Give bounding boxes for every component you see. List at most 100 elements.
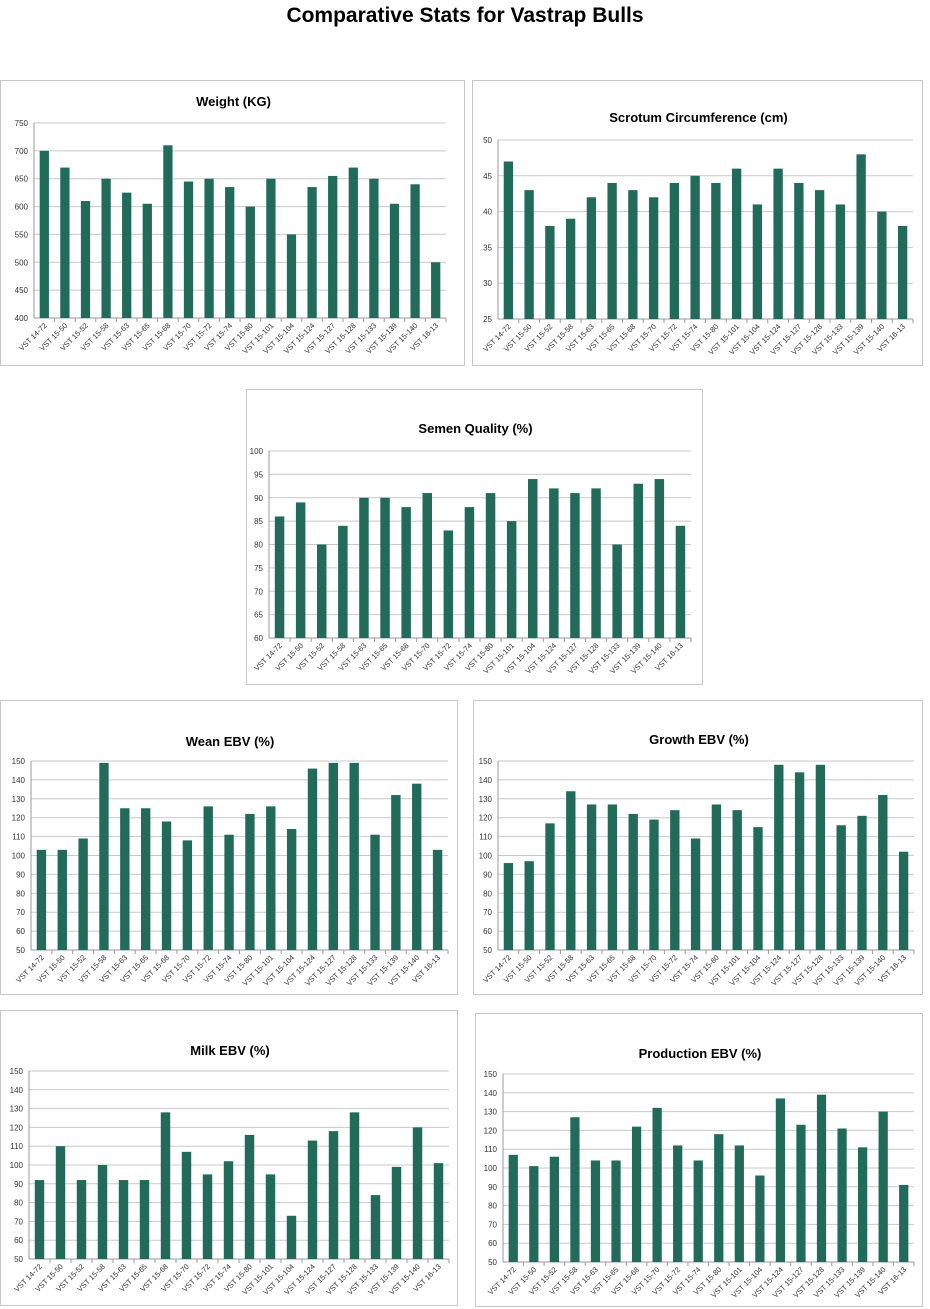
bar [183,181,194,318]
y-tick-label: 120 [10,1123,24,1132]
bar [163,145,173,318]
y-tick-label: 550 [15,230,29,239]
bar [506,521,517,638]
bar [328,762,339,950]
bar [545,823,555,950]
bar [432,849,443,950]
bar [670,810,680,950]
bar [370,1195,381,1259]
y-tick-label: 90 [483,870,492,879]
bar [181,1151,192,1259]
bar [711,804,722,950]
y-tick-label: 100 [250,447,264,456]
y-tick-label: 80 [16,889,25,898]
bar [412,783,422,950]
bar [794,772,805,950]
bar [773,168,783,319]
y-tick-label: 600 [15,203,29,212]
chart-title: Wean EBV (%) [186,734,275,749]
chart-title: Semen Quality (%) [418,421,532,436]
bar [274,516,285,638]
bar [317,544,327,638]
y-tick-label: 45 [483,172,492,181]
y-tick-label: 30 [483,279,492,288]
chart-title: Production EBV (%) [639,1046,762,1061]
y-tick-label: 80 [488,1202,497,1211]
y-tick-label: 60 [14,1236,23,1245]
y-tick-label: 100 [12,852,26,861]
y-tick-label: 60 [483,927,492,936]
chart-svg: Production EBV (%) 50 60 70 80 90 100 110 120 130… [484,1046,915,1300]
bar [97,1165,108,1259]
bar [182,840,193,950]
y-tick-label: 85 [254,517,263,526]
bar [433,1163,444,1259]
y-tick-label: 120 [484,1126,498,1135]
bar [307,768,318,950]
y-tick-label: 60 [254,634,263,643]
chart-1: Scrotum Circumference (cm) 25 30 35 40 45 50 VS… [472,80,923,366]
bar [835,204,846,319]
y-tick-label: 500 [15,258,29,267]
bar [412,1127,423,1259]
bar [654,479,665,638]
bar [628,190,638,319]
bar [307,1140,318,1259]
y-tick-label: 120 [479,814,493,823]
bar [36,849,47,950]
chart-title: Weight (KG) [196,94,271,109]
y-tick-label: 70 [16,908,25,917]
chart-4: Growth EBV (%) 50 60 70 80 90 100 110 120 130 140 1… [473,700,923,995]
bar [570,1117,580,1262]
bar [55,1146,66,1259]
bar [566,791,576,950]
bar [633,483,643,638]
bar [370,834,380,950]
page-title: Comparative Stats for Vastrap Bulls [286,4,644,27]
bar [139,1180,150,1259]
y-tick-label: 90 [488,1183,497,1192]
chart-svg: Milk EBV (%) 50 60 70 80 90 100 110 120 130 140 150… [10,1043,450,1297]
bar [161,821,172,950]
y-tick-label: 140 [479,776,493,785]
bar [755,1175,765,1262]
chart-0: Weight (KG) 400 450 500 550 600 650 700 750 VST 1… [0,80,465,366]
bar [118,1180,129,1259]
bar [286,1215,297,1259]
y-tick-label: 65 [254,611,263,620]
bar [590,1160,601,1262]
chart-svg: Semen Quality (%)6065707580859095100VST … [250,421,692,676]
chart-3: Wean EBV (%) 50 60 70 80 90 100 110 120 130 140 150… [0,700,458,995]
bar [612,544,622,638]
bar [80,201,91,318]
bar [649,819,659,950]
y-tick-label: 140 [12,776,26,785]
y-tick-label: 110 [479,833,492,842]
bar [389,203,400,318]
bar [673,1145,683,1262]
bar [794,182,804,319]
chart-title: Growth EBV (%) [649,732,749,747]
bar [391,795,401,950]
bar [648,197,659,319]
bar [122,192,132,318]
bar [78,838,88,950]
y-tick-label: 150 [479,757,493,766]
y-tick-label: 70 [14,1217,23,1226]
chart-title: Milk EBV (%) [190,1043,269,1058]
bar [359,497,369,638]
y-tick-label: 70 [254,587,263,596]
bar [245,813,255,950]
bar [391,1166,402,1259]
bar [858,1147,868,1262]
y-tick-label: 750 [15,119,29,128]
y-tick-label: 90 [14,1180,23,1189]
bar [57,849,67,950]
y-tick-label: 50 [16,946,25,955]
bar [140,808,151,950]
bar [690,838,701,950]
bar [732,810,742,950]
chart-5: Milk EBV (%) 50 60 70 80 90 100 110 120 130 140 150… [0,1010,458,1306]
bar [401,507,411,638]
